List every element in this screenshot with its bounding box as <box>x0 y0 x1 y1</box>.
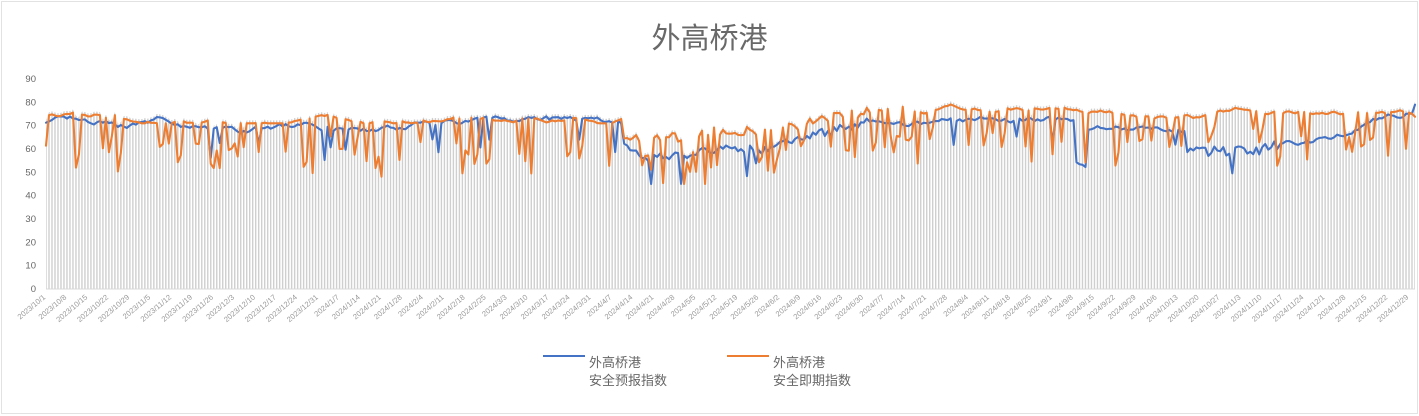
svg-text:90: 90 <box>25 74 36 85</box>
svg-text:70: 70 <box>25 121 36 132</box>
svg-text:80: 80 <box>25 97 36 108</box>
svg-text:40: 40 <box>25 191 36 202</box>
svg-text:0: 0 <box>31 284 36 295</box>
svg-text:20: 20 <box>25 237 36 248</box>
svg-text:50: 50 <box>25 167 36 178</box>
svg-text:60: 60 <box>25 144 36 155</box>
svg-text:30: 30 <box>25 214 36 225</box>
svg-text:10: 10 <box>25 261 36 272</box>
